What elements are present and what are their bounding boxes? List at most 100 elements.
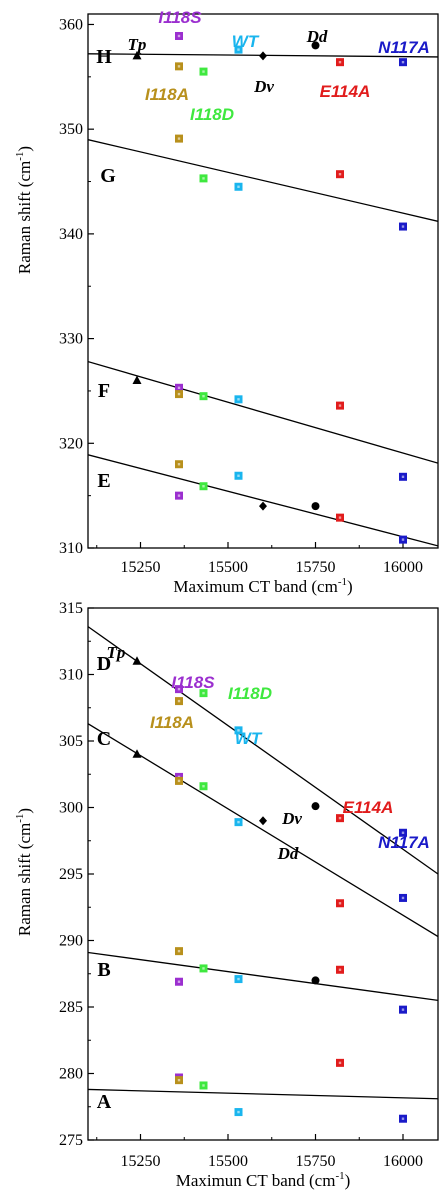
y-axis-title: Raman shift (cm-1) — [14, 146, 34, 274]
point-C-WT-highlight — [237, 820, 240, 824]
point-G-I118D-highlight — [202, 177, 205, 180]
y-tick-label: 295 — [59, 866, 83, 883]
point-C-E114A-highlight — [338, 902, 342, 905]
series-tag-F: F — [98, 380, 110, 402]
point-F-E114A-highlight — [338, 404, 342, 407]
x-tick-label: 15500 — [208, 1153, 248, 1170]
fit-line-B — [88, 951, 438, 1001]
point-label-I118D: I118D — [228, 684, 272, 703]
y-tick-label: 340 — [59, 226, 83, 243]
point-D-I118D-highlight — [202, 691, 205, 695]
point-A-E114A-highlight — [338, 1061, 342, 1065]
point-C-I118D-highlight — [202, 785, 205, 788]
point-B-I118D-highlight — [202, 967, 205, 970]
x-tick-label: 15500 — [208, 559, 248, 576]
series-A: A — [88, 1058, 438, 1123]
point-F-I118A-highlight — [177, 392, 181, 396]
point-E-Dd — [311, 502, 320, 511]
point-A-N117A-highlight — [401, 1117, 405, 1120]
point-D-Dd — [311, 802, 320, 811]
y-tick-label: 360 — [59, 16, 83, 33]
point-C-I118A-highlight — [177, 779, 181, 783]
point-E-E114A-highlight — [338, 516, 342, 519]
y-tick-label: 350 — [59, 121, 83, 138]
x-tick-label: 15750 — [296, 559, 336, 576]
point-A-I118A-highlight — [177, 1078, 181, 1082]
y-tick-label: 310 — [59, 667, 83, 684]
series-C: C — [88, 723, 438, 938]
series-tag-B: B — [97, 959, 110, 981]
point-label-Tp: Tp — [128, 35, 147, 54]
series-G: G — [88, 134, 438, 231]
point-E-Dv — [259, 501, 267, 511]
fit-line-F — [88, 360, 438, 464]
x-axis-title: Maximum CT band (cm-1) — [173, 576, 352, 596]
series-E: E — [88, 454, 438, 547]
point-label-N117A: N117A — [378, 833, 430, 852]
point-label-I118S: I118S — [171, 673, 215, 692]
series-tag-E: E — [97, 470, 110, 492]
point-label-Dd: Dd — [277, 844, 299, 863]
point-A-WT-highlight — [237, 1110, 240, 1114]
point-H-Dd — [311, 41, 320, 50]
point-B-I118S-highlight — [177, 980, 181, 983]
point-E-I118S-highlight — [177, 494, 181, 497]
fit-line-G — [88, 139, 438, 222]
point-D-Tp — [132, 656, 142, 665]
point-H-N117A-highlight — [401, 60, 405, 64]
y-tick-label: 280 — [59, 1066, 83, 1083]
point-E-N117A-highlight — [401, 538, 405, 541]
point-D-I118A-highlight — [177, 699, 181, 703]
point-H-Dv — [259, 51, 267, 61]
point-label-N117A: N117A — [378, 38, 430, 57]
point-G-E114A-highlight — [338, 173, 342, 176]
point-H-I118A-highlight — [177, 65, 181, 68]
point-label-I118A: I118A — [150, 713, 194, 732]
point-F-I118D-highlight — [202, 394, 205, 398]
plot-frame — [87, 13, 439, 549]
x-tick-label: 15250 — [121, 559, 161, 576]
point-B-Dd — [311, 976, 320, 985]
y-tick-label: 310 — [59, 540, 83, 557]
point-H-Tp — [132, 50, 142, 60]
series-H: H — [88, 31, 438, 76]
fit-line-C — [88, 723, 438, 938]
point-G-I118A-highlight — [177, 137, 181, 140]
fit-line-E — [88, 454, 438, 547]
y-tick-label: 300 — [59, 800, 83, 817]
point-label-I118A: I118A — [145, 85, 189, 104]
chart-panel-1: 15250 15500 15750 16000 310 320 330 340 350 360 Ma… — [14, 8, 439, 596]
series-F: F — [88, 360, 438, 481]
y-tick-label: 330 — [59, 331, 83, 348]
x-axis-title: Maximun CT band (cm-1) — [176, 1170, 351, 1190]
point-F-WT-highlight — [237, 398, 240, 401]
x-tick-label: 16000 — [383, 1153, 423, 1170]
point-C-Tp — [132, 749, 142, 758]
point-D-WT-highlight — [237, 729, 240, 732]
point-A-I118D-highlight — [202, 1084, 205, 1087]
series-tag-D: D — [97, 653, 111, 675]
y-tick-label: 320 — [59, 435, 83, 452]
fit-line-A — [88, 1088, 438, 1100]
chart-panel-2: 15250 15500 15750 16000 275 280 285 290 295 300 30… — [14, 600, 439, 1190]
point-B-N117A-highlight — [401, 1008, 405, 1011]
point-label-Dv: Dv — [253, 77, 274, 96]
series-B: B — [88, 947, 438, 1014]
point-D-I118S-highlight — [177, 687, 181, 691]
point-label-Dv: Dv — [281, 809, 302, 828]
point-F-N117A-highlight — [401, 475, 405, 478]
x-tick-label: 16000 — [383, 559, 423, 576]
point-label-E114A: E114A — [343, 798, 394, 817]
point-B-I118A-highlight — [177, 949, 181, 953]
y-tick-label: 290 — [59, 933, 83, 950]
point-label-I118D: I118D — [190, 105, 234, 124]
series-tag-A: A — [97, 1091, 112, 1113]
y-tick-label: 285 — [59, 999, 83, 1016]
point-H-WT-highlight — [237, 48, 240, 51]
fit-line-D — [88, 626, 438, 875]
point-C-Dv — [259, 816, 267, 826]
point-label-I118S: I118S — [158, 8, 202, 27]
point-label-Tp: Tp — [107, 643, 126, 662]
series-tag-G: G — [100, 165, 116, 187]
